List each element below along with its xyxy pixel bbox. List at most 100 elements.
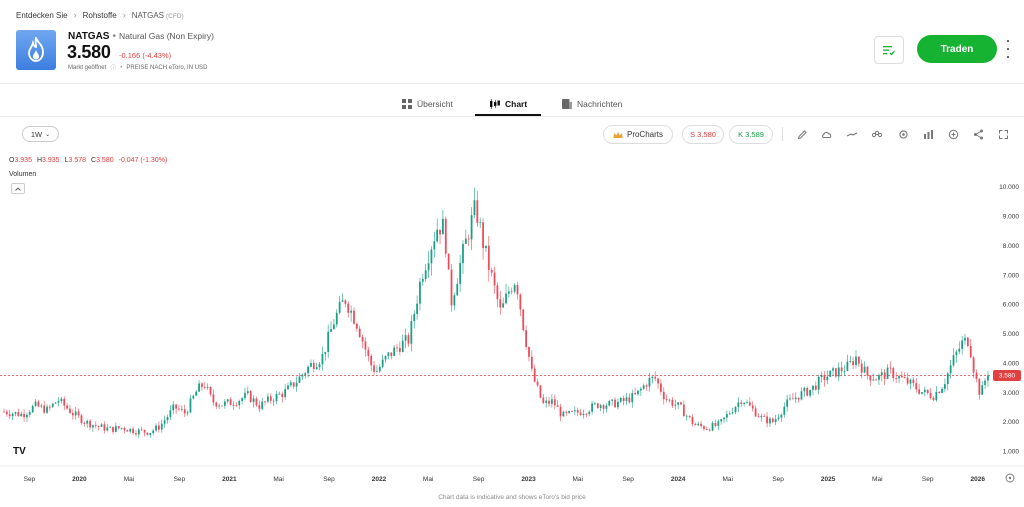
expand-icon[interactable] <box>996 127 1010 141</box>
candle <box>485 245 487 252</box>
candle <box>906 372 909 386</box>
x-tick-label: Mai <box>572 476 582 483</box>
candle <box>66 403 69 410</box>
candle <box>54 402 57 404</box>
candle <box>424 264 427 282</box>
chevron-right-icon: › <box>122 10 126 20</box>
candle <box>849 355 852 364</box>
candle <box>737 397 740 413</box>
zoom-settings-icon[interactable] <box>1005 473 1015 483</box>
tradingview-logo[interactable]: TV <box>13 446 26 457</box>
candle <box>258 400 261 413</box>
plus-circle-icon[interactable] <box>946 127 960 141</box>
tab-chart[interactable]: Chart <box>489 92 527 116</box>
candle <box>875 378 877 381</box>
candle <box>608 399 611 407</box>
candle <box>806 386 809 397</box>
breadcrumb-item-commodities[interactable]: Rohstoffe <box>82 10 117 20</box>
x-tick-label: Mai <box>273 476 283 483</box>
tab-news[interactable]: Nachrichten <box>562 92 622 116</box>
candle <box>783 402 786 418</box>
candle <box>284 383 287 400</box>
candle <box>172 401 175 415</box>
candle <box>946 372 949 391</box>
candle <box>57 397 60 407</box>
candle <box>226 398 229 404</box>
toolbar-separator <box>782 127 783 141</box>
candle <box>714 419 717 428</box>
bars-icon[interactable] <box>921 127 935 141</box>
buy-price-button[interactable]: K 3.589 <box>729 125 773 144</box>
candle <box>530 350 533 372</box>
candle <box>949 359 952 379</box>
candle <box>645 383 648 391</box>
candle <box>680 401 682 406</box>
candle <box>209 385 212 397</box>
grid-icon <box>402 99 412 109</box>
procharts-button[interactable]: ProCharts <box>603 125 673 144</box>
candle <box>794 392 797 403</box>
candle <box>840 361 843 377</box>
candle <box>298 373 301 384</box>
candle <box>373 361 375 375</box>
tab-overview[interactable]: Übersicht <box>402 92 453 116</box>
candle <box>657 377 659 389</box>
timeframe-select[interactable]: 1W ⌄ <box>22 126 59 142</box>
share-icon[interactable] <box>971 127 985 141</box>
candle <box>918 383 920 396</box>
candle <box>559 403 562 422</box>
ohlc-readout: O3.935 H3.935 L3.578 C3.580 -0.047 (-1.3… <box>9 157 167 164</box>
candle <box>149 432 152 438</box>
candle <box>350 305 352 322</box>
x-tick-label: 2020 <box>72 476 87 483</box>
candle <box>843 365 846 377</box>
candle <box>338 296 341 315</box>
candle <box>548 397 550 407</box>
watchlist-button[interactable] <box>874 36 904 64</box>
candle <box>708 428 711 432</box>
candle <box>654 371 657 382</box>
candle <box>433 231 436 258</box>
candle <box>757 412 760 418</box>
collapse-volume-button[interactable] <box>11 183 25 194</box>
sell-price-button[interactable]: S 3.580 <box>682 125 724 144</box>
candles-icon <box>490 99 500 109</box>
candle <box>720 418 723 425</box>
x-tick-label: 2025 <box>821 476 836 483</box>
candle <box>723 417 725 424</box>
candle <box>820 371 823 383</box>
candle <box>700 420 702 429</box>
x-tick-label: Mai <box>124 476 134 483</box>
line-icon[interactable] <box>845 127 859 141</box>
x-tick-label: Sep <box>473 476 485 483</box>
candle <box>312 359 315 373</box>
breadcrumb-item-explore[interactable]: Entdecken Sie <box>16 10 68 20</box>
candle <box>278 391 281 395</box>
candle <box>49 404 51 411</box>
candle <box>310 359 312 368</box>
settings-icon[interactable] <box>896 127 910 141</box>
candle <box>969 339 972 359</box>
candle <box>886 364 889 380</box>
candle <box>60 396 63 404</box>
candle <box>688 415 691 419</box>
pencil-icon[interactable] <box>795 127 809 141</box>
indicators-icon[interactable] <box>870 127 884 141</box>
price-chart[interactable]: 1.000 2.000 3.000 4.000 5.000 6.000 7.000 8.000… <box>0 150 1024 490</box>
candle <box>545 396 548 408</box>
trade-button[interactable]: Traden <box>917 35 997 63</box>
candle <box>275 390 278 405</box>
candle <box>800 387 803 401</box>
cloud-icon[interactable] <box>820 127 834 141</box>
y-tick-label: 1.000 <box>1003 449 1020 456</box>
candle <box>941 386 943 394</box>
candle <box>307 365 309 378</box>
candle <box>261 397 264 411</box>
info-icon[interactable]: ⓘ <box>110 66 117 72</box>
candle <box>883 368 886 385</box>
current-price: 3.580 <box>67 42 111 62</box>
candle <box>582 409 585 419</box>
candle <box>358 325 361 338</box>
kebab-icon[interactable] <box>1004 40 1012 58</box>
candle <box>442 210 444 235</box>
